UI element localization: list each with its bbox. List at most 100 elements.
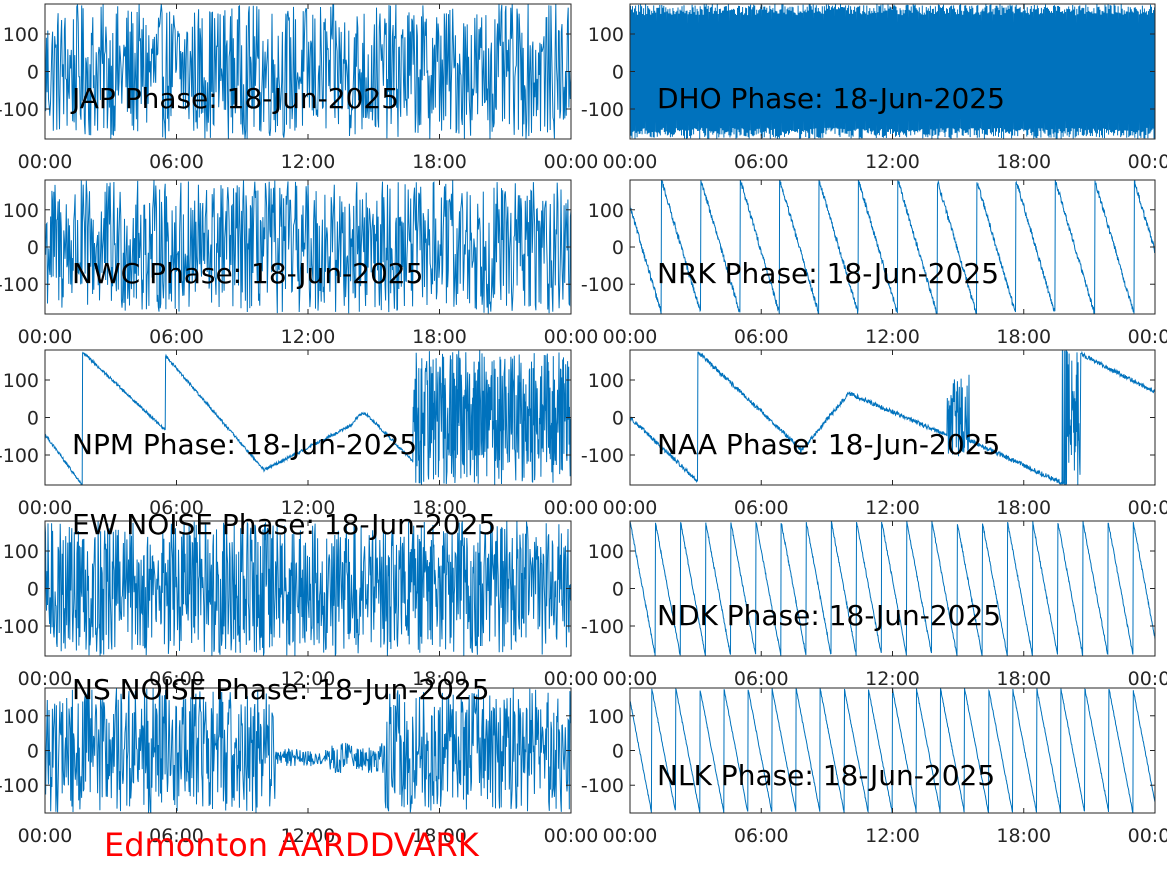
x-tick-label: 00:00	[18, 497, 73, 519]
subplot-title: NS NOISE Phase: 18-Jun-2025	[72, 673, 490, 706]
y-tick-label: 0	[27, 237, 39, 259]
x-tick-label: 12:00	[865, 668, 920, 690]
y-tick-label: 100	[3, 541, 39, 563]
x-tick-label: 18:00	[412, 668, 467, 690]
subplot-4: 100 0 -100 00:00 06:00 12:00 18:00 00:00 NRK Pha…	[581, 179, 1167, 348]
phase-trace-1	[45, 4, 571, 139]
y-tick-label: -100	[581, 775, 624, 797]
subplot-title: EW NOISE Phase: 18-Jun-2025	[72, 508, 496, 541]
x-tick-label: 00:00	[603, 497, 658, 519]
y-tick-label: -100	[0, 274, 39, 296]
x-tick-label: 12:00	[281, 326, 336, 348]
x-tick-label: 00:00	[1128, 668, 1167, 690]
x-tick-label: 00:00	[18, 668, 73, 690]
phase-trace-4	[630, 180, 1155, 314]
x-tick-label: 18:00	[412, 497, 467, 519]
x-tick-label: 00:00	[1128, 825, 1167, 847]
x-tick-label: 12:00	[865, 151, 920, 173]
x-tick-label: 18:00	[996, 825, 1051, 847]
x-tick-label: 12:00	[281, 825, 336, 847]
subplot-7: 100 0 -100 00:00 06:00 12:00 18:00 00:00 EW NOIS…	[0, 508, 598, 690]
x-tick-label: 18:00	[996, 326, 1051, 348]
x-tick-label: 00:00	[544, 825, 599, 847]
x-tick-label: 18:00	[996, 497, 1051, 519]
x-tick-label: 00:00	[603, 326, 658, 348]
y-tick-label: 100	[588, 24, 624, 46]
phase-trace-5	[45, 350, 571, 485]
y-tick-label: -100	[0, 445, 39, 467]
x-tick-label: 18:00	[412, 151, 467, 173]
x-tick-label: 00:00	[1128, 497, 1167, 519]
x-tick-label: 18:00	[412, 825, 467, 847]
subplot-title: NAA Phase: 18-Jun-2025	[657, 428, 1000, 461]
subplot-title: NLK Phase: 18-Jun-2025	[657, 759, 995, 792]
subplot-9: 100 0 -100 00:00 06:00 12:00 18:00 00:00 NS NOIS…	[0, 673, 598, 847]
y-tick-label: 0	[612, 741, 624, 763]
phase-trace-8	[630, 521, 1155, 656]
subplot-title: NPM Phase: 18-Jun-2025	[72, 428, 417, 461]
y-tick-label: 100	[3, 706, 39, 728]
x-tick-label: 18:00	[996, 668, 1051, 690]
x-tick-label: 12:00	[281, 151, 336, 173]
subplot-10: 100 0 -100 00:00 06:00 12:00 18:00 00:00 NLK Pha…	[581, 687, 1167, 847]
y-tick-label: -100	[581, 445, 624, 467]
x-tick-label: 06:00	[149, 825, 204, 847]
y-tick-label: 0	[27, 741, 39, 763]
phase-trace-3	[45, 180, 571, 314]
x-tick-label: 12:00	[865, 825, 920, 847]
x-tick-label: 06:00	[149, 151, 204, 173]
x-tick-label: 00:00	[544, 668, 599, 690]
x-tick-label: 12:00	[865, 326, 920, 348]
subplot-title: DHO Phase: 18-Jun-2025	[657, 82, 1005, 115]
subplot-8: 100 0 -100 00:00 06:00 12:00 18:00 00:00 NDK Pha…	[581, 520, 1167, 690]
y-tick-label: 0	[612, 408, 624, 430]
phase-trace-2	[630, 4, 1155, 139]
y-tick-label: 100	[3, 200, 39, 222]
y-tick-label: -100	[581, 99, 624, 121]
subplot-5: 100 0 -100 00:00 06:00 12:00 18:00 00:00 NPM Pha…	[0, 349, 599, 519]
x-tick-label: 00:00	[603, 668, 658, 690]
x-tick-label: 00:00	[544, 326, 599, 348]
y-tick-label: 0	[27, 62, 39, 84]
x-tick-label: 00:00	[603, 825, 658, 847]
subplot-title: NWC Phase: 18-Jun-2025	[72, 257, 423, 290]
y-tick-label: 100	[588, 706, 624, 728]
y-tick-label: -100	[581, 274, 624, 296]
subplot-3: 100 0 -100 00:00 06:00 12:00 18:00 00:00 NWC Pha…	[0, 179, 599, 348]
y-tick-label: 100	[588, 370, 624, 392]
subplot-1: 100 0 -100 00:00 06:00 12:00 18:00 00:00 JAP Pha…	[0, 3, 599, 173]
subplot-title: NRK Phase: 18-Jun-2025	[657, 257, 999, 290]
y-tick-label: 0	[612, 237, 624, 259]
station-label: Edmonton AARDDVARK	[104, 826, 479, 864]
subplot-6: 100 0 -100 00:00 06:00 12:00 18:00 00:00 NAA Pha…	[581, 349, 1167, 519]
subplot-title: NDK Phase: 18-Jun-2025	[657, 599, 1001, 632]
phase-trace-9	[45, 688, 571, 813]
y-tick-label: 0	[612, 579, 624, 601]
x-tick-label: 18:00	[996, 151, 1051, 173]
x-tick-label: 00:00	[544, 151, 599, 173]
x-tick-label: 00:00	[18, 326, 73, 348]
subplot-2: 100 0 -100 00:00 06:00 12:00 18:00 00:00 DHO Pha…	[581, 3, 1167, 173]
y-tick-label: 100	[588, 200, 624, 222]
y-tick-label: 100	[588, 541, 624, 563]
y-tick-label: -100	[0, 775, 39, 797]
phase-trace-7	[45, 521, 571, 656]
y-tick-label: 0	[27, 408, 39, 430]
phase-trace-10	[630, 688, 1155, 813]
x-tick-label: 00:00	[1128, 151, 1167, 173]
y-tick-label: 100	[3, 370, 39, 392]
x-tick-label: 18:00	[412, 326, 467, 348]
x-tick-label: 00:00	[544, 497, 599, 519]
x-tick-label: 12:00	[281, 497, 336, 519]
y-tick-label: 0	[612, 62, 624, 84]
y-tick-label: 0	[27, 579, 39, 601]
y-tick-label: -100	[0, 616, 39, 638]
x-tick-label: 06:00	[734, 151, 789, 173]
subplot-title: JAP Phase: 18-Jun-2025	[70, 82, 399, 115]
x-tick-label: 00:00	[1128, 326, 1167, 348]
x-tick-label: 06:00	[734, 825, 789, 847]
x-tick-label: 12:00	[281, 668, 336, 690]
x-tick-label: 12:00	[865, 497, 920, 519]
x-tick-label: 06:00	[734, 668, 789, 690]
